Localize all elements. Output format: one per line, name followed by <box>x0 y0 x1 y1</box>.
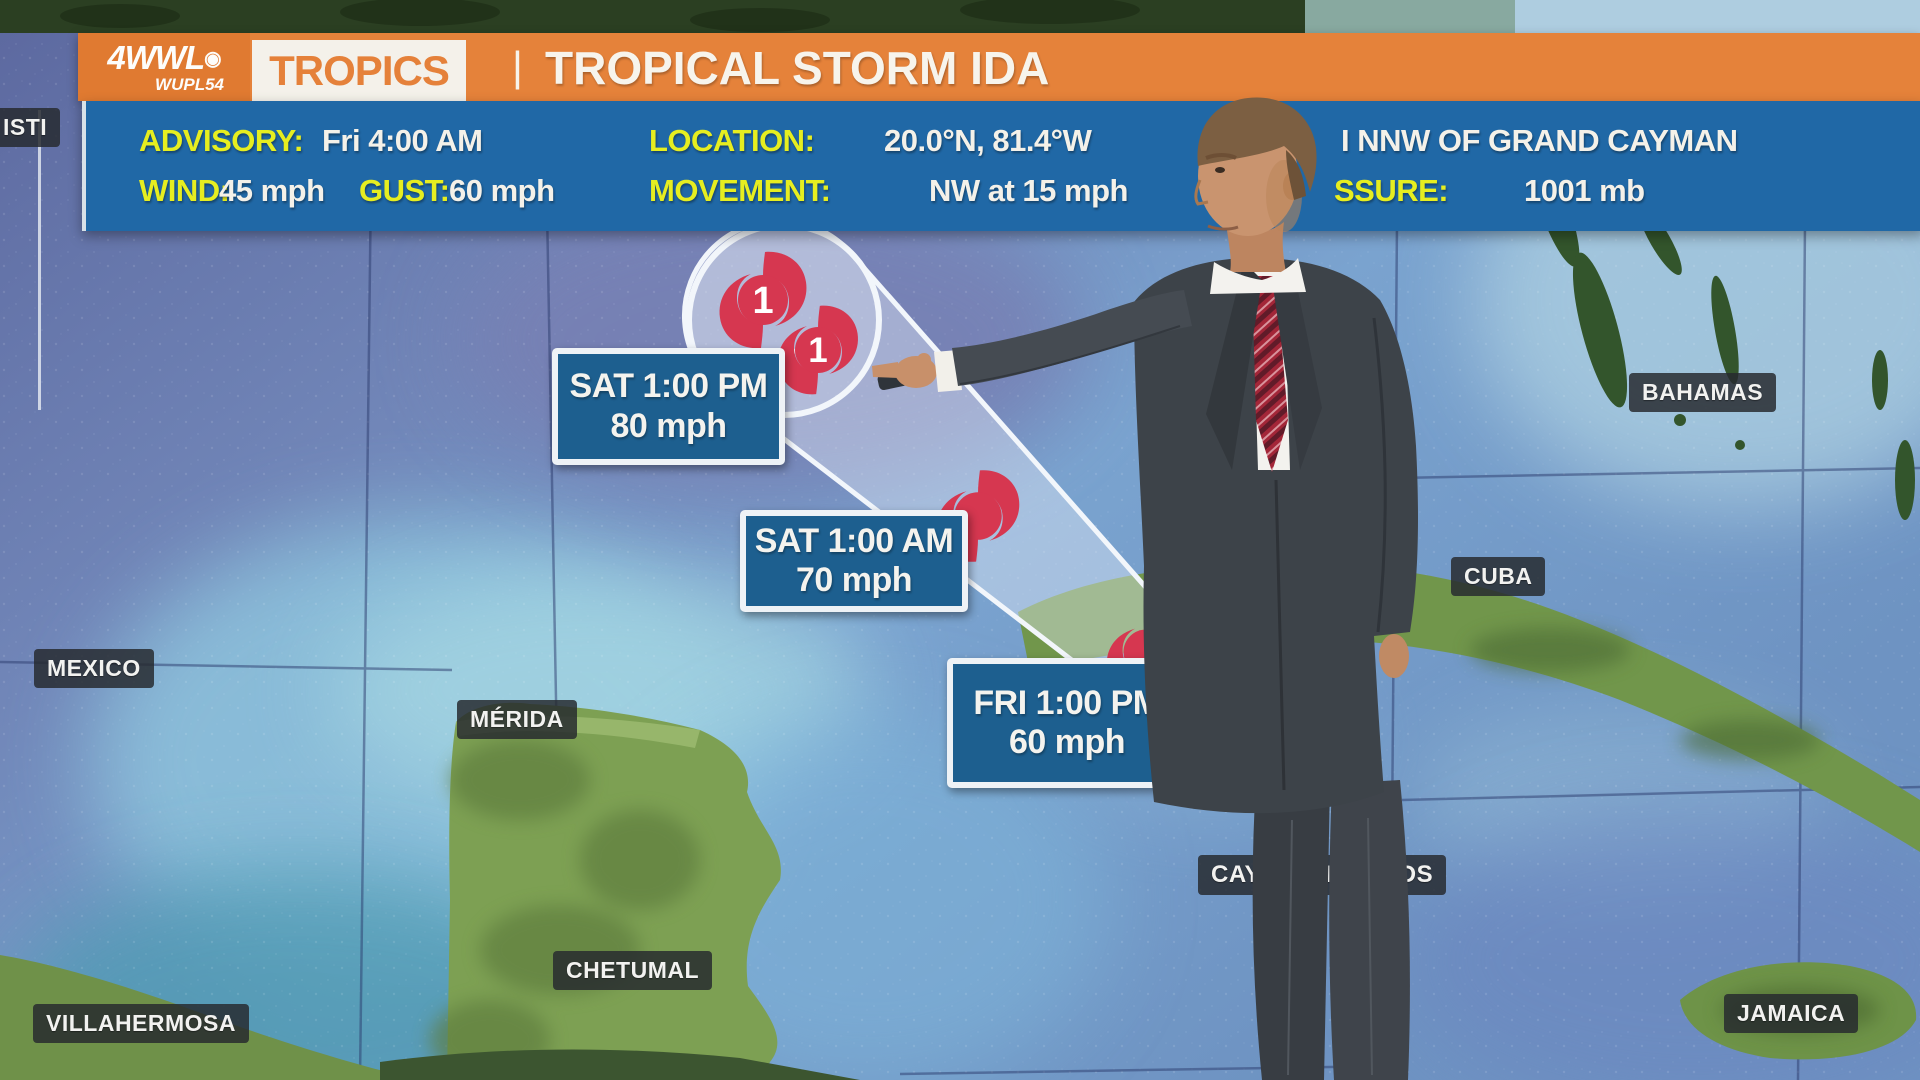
advisory-bar: ADVISORY: Fri 4:00 AM LOCATION: 20.0°N, … <box>82 101 1920 231</box>
hurricane-icon: 1 <box>778 305 858 395</box>
map-label-isti: ISTI <box>0 108 61 147</box>
presenter-leg <box>1252 780 1330 1080</box>
gust-value: 60 mph <box>449 173 555 208</box>
station-logo-text: 4WWL◉ <box>107 39 221 76</box>
section-badge: TROPICS <box>252 40 466 101</box>
advisory-time: Fri 4:00 AM <box>322 123 483 158</box>
cbs-eye-icon: ◉ <box>204 48 221 70</box>
map-label-chetumal: CHETUMAL <box>553 951 713 990</box>
map-label-bahamas: BAHAMAS <box>1629 373 1777 412</box>
header-bar: 4WWL◉ WUPL54 TROPICS | TROPICAL STORM ID… <box>78 33 1920 101</box>
location-value: 20.0°N, 81.4°W <box>884 123 1092 158</box>
gust-label: GUST: <box>359 173 450 208</box>
page-title: TROPICAL STORM IDA <box>545 42 1050 94</box>
map-label-villahermosa: VILLAHERMOSA <box>33 1004 249 1043</box>
pressure-label: SSURE: <box>1334 173 1449 208</box>
wind-value: 45 mph <box>219 173 325 208</box>
forecast-wind: 70 mph <box>795 561 913 599</box>
map-label-mexico: MEXICO <box>34 649 154 688</box>
svg-text:1: 1 <box>808 331 827 370</box>
map-label-jamaica: JAMAICA <box>1724 994 1859 1033</box>
presenter-hand <box>1379 634 1409 678</box>
hurricane-icon: 1 <box>719 251 807 349</box>
map-label-merida: MÉRIDA <box>457 700 577 739</box>
presenter-eye <box>1215 167 1225 173</box>
station-logo: 4WWL◉ WUPL54 <box>78 33 250 101</box>
pointing-finger <box>872 362 899 378</box>
forecast-wind: 60 mph <box>1008 723 1126 761</box>
svg-text:1: 1 <box>752 280 773 322</box>
map-edge-line <box>38 110 41 410</box>
forecast-time: SAT 1:00 PM <box>569 367 768 406</box>
forecast-point-sat-pm: SAT 1:00 PM 80 mph <box>552 348 785 465</box>
forecast-point-sat-am: SAT 1:00 AM 70 mph <box>740 510 968 612</box>
forecast-time: SAT 1:00 AM <box>754 521 954 560</box>
forecast-point-fri-pm: FRI 1:00 PM 60 mph <box>947 658 1187 788</box>
jacket-lapel <box>1272 262 1322 470</box>
coast-strip <box>380 1049 860 1080</box>
map-label-cuba: CUBA <box>1451 557 1546 596</box>
movement-label: MOVEMENT: <box>649 173 831 208</box>
jacket-lapel <box>1206 262 1262 470</box>
shirt-collar <box>1210 258 1306 294</box>
movement-value: NW at 15 mph <box>929 173 1128 208</box>
forecast-wind: 80 mph <box>610 406 727 445</box>
presenter-hair <box>1197 97 1317 192</box>
station-sub-logo: WUPL54 <box>155 75 224 94</box>
title-divider: | <box>512 43 523 90</box>
suit-sleeve <box>952 290 1192 386</box>
pressure-value: 1001 mb <box>1524 173 1645 208</box>
location-label: LOCATION: <box>649 123 815 158</box>
wind-label: WIND: <box>139 173 230 208</box>
relative-position-value: I NNW OF GRAND CAYMAN <box>1341 123 1738 158</box>
forecast-time: FRI 1:00 PM <box>973 683 1161 722</box>
section-badge-label: TROPICS <box>269 46 450 94</box>
advisory-label: ADVISORY: <box>139 123 304 158</box>
